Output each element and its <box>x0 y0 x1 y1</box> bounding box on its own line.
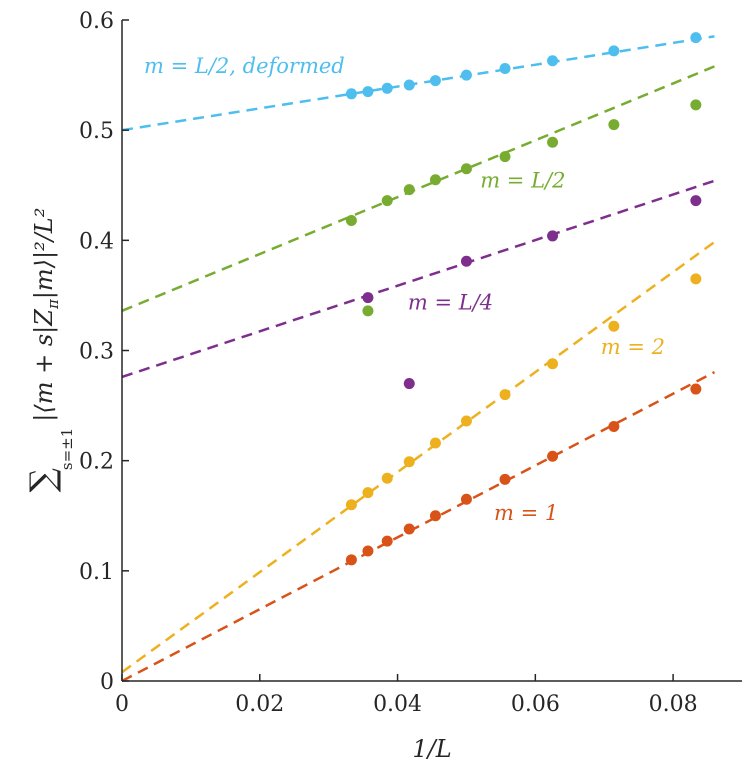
fit-line-series-3 <box>121 241 716 674</box>
data-point-series-3-3 <box>403 456 415 468</box>
data-point-series-3-1 <box>362 487 374 499</box>
data-point-series-4-0 <box>345 554 357 566</box>
data-point-series-2-3 <box>547 230 559 242</box>
data-point-series-4-9 <box>690 383 702 395</box>
data-point-series-3-0 <box>345 499 357 511</box>
svg-text:∑s=±1|⟨m + s|Zπ|m⟩|²/L²: ∑s=±1 |⟨m + s|Zπ|m⟩|²/L² <box>23 208 76 493</box>
data-point-series-4-8 <box>608 421 620 433</box>
data-point-series-1-8 <box>608 119 620 131</box>
data-point-series-4-2 <box>381 535 393 547</box>
data-point-series-1-2 <box>381 195 393 207</box>
data-point-series-4-5 <box>460 493 472 505</box>
data-point-series-3-5 <box>460 415 472 427</box>
x-tick-label-4: 0.08 <box>649 692 698 717</box>
data-point-series-1-5 <box>460 163 472 175</box>
x-tick-label-0: 0 <box>115 692 129 717</box>
data-point-series-2-0 <box>362 292 374 304</box>
data-point-series-2-2 <box>460 255 472 267</box>
y-tick-label-6: 0.6 <box>79 9 114 34</box>
x-tick-label-3: 0.06 <box>511 692 560 717</box>
data-point-series-4-7 <box>547 450 559 462</box>
x-tick-label-2: 0.04 <box>373 692 422 717</box>
data-point-series-0-8 <box>608 45 620 57</box>
y-label-subscript: s=±1 <box>58 428 76 470</box>
data-point-series-3-8 <box>608 320 620 332</box>
data-point-series-3-2 <box>381 472 393 484</box>
fit-lines <box>121 35 716 683</box>
fit-line-series-2 <box>121 179 715 379</box>
data-point-series-2-4 <box>690 195 702 207</box>
y-tick-label-4: 0.4 <box>79 229 114 254</box>
y-tick-label-3: 0.3 <box>79 340 114 365</box>
data-point-series-0-2 <box>381 82 393 94</box>
data-points <box>345 32 702 566</box>
y-tick-label-5: 0.5 <box>79 119 114 144</box>
data-point-series-0-5 <box>460 69 472 81</box>
y-label-body: |⟨m + s|Z <box>30 308 59 422</box>
data-point-series-1-7 <box>547 136 559 148</box>
y-label-sum: ∑ <box>23 468 63 492</box>
data-point-series-3-6 <box>499 389 511 401</box>
data-point-series-3-7 <box>547 358 559 370</box>
data-point-series-4-3 <box>403 523 415 535</box>
fit-line-series-4 <box>121 371 716 683</box>
data-point-series-4-1 <box>362 545 374 557</box>
data-point-series-0-4 <box>429 75 441 87</box>
y-label-body2: |m⟩|²/L² <box>30 208 59 300</box>
y-axis-label: ∑s=±1 |⟨m + s|Zπ|m⟩|²/L² <box>23 208 76 493</box>
data-point-series-1-9 <box>690 99 702 111</box>
y-tick-label-1: 0.1 <box>79 560 114 585</box>
data-point-series-0-1 <box>362 86 374 98</box>
y-tick-label-2: 0.2 <box>79 450 114 475</box>
series-label-3: m = 2 <box>601 335 665 359</box>
x-tick-label-1: 0.02 <box>235 692 284 717</box>
data-point-series-1-0 <box>345 215 357 227</box>
data-point-series-1-3 <box>403 184 415 196</box>
ticks: 0 0.02 0.04 0.06 0.08 0 0.1 0.2 0.3 0.4 0.5 0.6 <box>79 9 698 717</box>
data-point-series-4-4 <box>429 510 441 522</box>
x-axis-label: 1/L <box>412 735 451 763</box>
data-point-series-0-9 <box>690 32 702 44</box>
series-label-4: m = 1 <box>494 501 558 525</box>
data-point-series-1-4 <box>429 174 441 186</box>
y-tick-label-0: 0 <box>100 670 114 695</box>
y-label-pi: π <box>44 298 62 310</box>
data-point-series-2-1 <box>403 378 415 390</box>
data-point-series-3-4 <box>429 437 441 449</box>
data-point-series-0-6 <box>499 62 511 74</box>
data-point-series-1-6 <box>499 151 511 163</box>
plot-area <box>122 20 742 681</box>
data-point-series-1-1 <box>362 305 374 317</box>
data-point-series-3-9 <box>690 273 702 285</box>
data-point-series-0-3 <box>403 79 415 91</box>
data-point-series-4-6 <box>499 473 511 485</box>
series-label-1: m = L/2 <box>480 168 565 192</box>
data-point-series-0-0 <box>345 88 357 100</box>
series-label-2: m = L/4 <box>408 291 493 315</box>
fit-line-series-0 <box>121 35 715 132</box>
series-annotations: m = L/2, deformed m = L/2 m = L/4 m = 2 m = … <box>144 54 665 525</box>
series-label-0: m = L/2, deformed <box>144 54 345 78</box>
data-point-series-0-7 <box>547 55 559 67</box>
